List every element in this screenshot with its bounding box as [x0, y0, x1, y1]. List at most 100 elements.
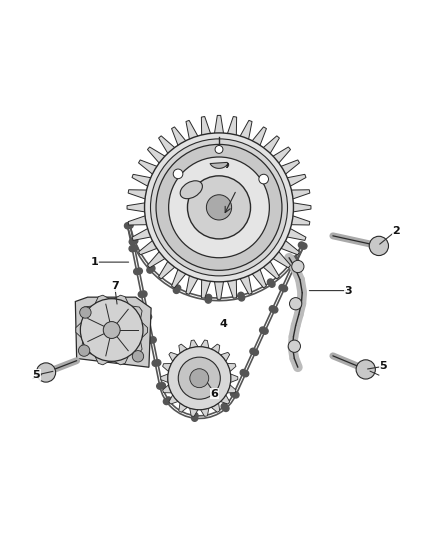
- Circle shape: [187, 176, 251, 239]
- Polygon shape: [142, 322, 148, 337]
- Polygon shape: [220, 352, 230, 361]
- Polygon shape: [81, 306, 92, 318]
- Circle shape: [223, 405, 229, 411]
- Circle shape: [80, 298, 143, 361]
- Polygon shape: [114, 357, 128, 365]
- Polygon shape: [227, 278, 237, 298]
- Polygon shape: [239, 120, 252, 141]
- Circle shape: [136, 268, 142, 274]
- Circle shape: [279, 285, 285, 290]
- Circle shape: [250, 348, 256, 354]
- Circle shape: [252, 349, 258, 356]
- Polygon shape: [291, 203, 311, 212]
- Circle shape: [190, 369, 209, 387]
- Polygon shape: [279, 239, 300, 255]
- Circle shape: [289, 263, 295, 269]
- Circle shape: [157, 383, 163, 389]
- Polygon shape: [132, 306, 142, 318]
- Circle shape: [238, 292, 244, 298]
- Polygon shape: [81, 342, 92, 354]
- Polygon shape: [201, 117, 211, 137]
- Polygon shape: [289, 215, 310, 225]
- Polygon shape: [271, 250, 290, 268]
- Circle shape: [239, 295, 245, 301]
- Circle shape: [132, 351, 144, 362]
- Circle shape: [134, 269, 140, 274]
- Circle shape: [168, 346, 231, 410]
- Circle shape: [155, 360, 161, 366]
- Circle shape: [127, 222, 133, 228]
- Circle shape: [290, 256, 297, 262]
- Polygon shape: [186, 120, 199, 141]
- Text: 1: 1: [90, 257, 98, 267]
- Circle shape: [205, 297, 212, 303]
- Circle shape: [163, 399, 170, 405]
- Polygon shape: [285, 228, 306, 240]
- Polygon shape: [132, 342, 142, 354]
- Circle shape: [138, 292, 145, 297]
- Polygon shape: [201, 340, 209, 348]
- Circle shape: [149, 265, 155, 271]
- Circle shape: [148, 337, 154, 343]
- Polygon shape: [214, 279, 224, 300]
- Text: 7: 7: [111, 281, 119, 291]
- Polygon shape: [190, 408, 198, 416]
- Polygon shape: [227, 117, 237, 137]
- Circle shape: [166, 397, 172, 403]
- Polygon shape: [289, 190, 310, 200]
- Circle shape: [152, 360, 158, 366]
- Circle shape: [36, 363, 56, 382]
- Text: 3: 3: [344, 286, 352, 296]
- Polygon shape: [179, 403, 187, 412]
- Circle shape: [292, 260, 304, 273]
- Polygon shape: [210, 163, 229, 168]
- Polygon shape: [239, 273, 252, 294]
- Circle shape: [206, 195, 232, 220]
- Circle shape: [103, 321, 120, 338]
- Polygon shape: [271, 147, 290, 165]
- Circle shape: [191, 415, 198, 421]
- Polygon shape: [161, 374, 168, 382]
- Circle shape: [269, 281, 275, 287]
- Circle shape: [293, 257, 299, 264]
- Polygon shape: [172, 127, 187, 148]
- Circle shape: [233, 392, 239, 398]
- Polygon shape: [201, 278, 211, 298]
- Polygon shape: [159, 136, 177, 155]
- Circle shape: [260, 327, 266, 333]
- Polygon shape: [220, 395, 230, 404]
- Polygon shape: [261, 260, 279, 279]
- Circle shape: [169, 157, 269, 258]
- Polygon shape: [261, 136, 279, 155]
- Circle shape: [240, 369, 246, 376]
- Circle shape: [356, 360, 375, 379]
- Text: 6: 6: [211, 389, 219, 399]
- Polygon shape: [211, 344, 220, 353]
- Polygon shape: [172, 268, 187, 288]
- Polygon shape: [190, 340, 198, 348]
- Circle shape: [124, 223, 131, 229]
- Circle shape: [156, 144, 282, 270]
- Circle shape: [129, 239, 135, 245]
- Circle shape: [205, 294, 212, 301]
- Polygon shape: [132, 228, 153, 240]
- Circle shape: [78, 345, 90, 356]
- Polygon shape: [230, 374, 238, 382]
- Circle shape: [291, 264, 297, 270]
- Ellipse shape: [180, 181, 202, 199]
- Circle shape: [290, 297, 302, 310]
- Polygon shape: [214, 116, 224, 135]
- Circle shape: [150, 337, 156, 343]
- Circle shape: [174, 285, 180, 291]
- Circle shape: [230, 391, 237, 397]
- Circle shape: [262, 328, 268, 334]
- Circle shape: [272, 307, 278, 313]
- Polygon shape: [227, 364, 236, 372]
- Polygon shape: [75, 297, 151, 367]
- Circle shape: [147, 267, 153, 273]
- Circle shape: [268, 279, 274, 285]
- Polygon shape: [128, 190, 149, 200]
- Text: 4: 4: [219, 319, 227, 329]
- Circle shape: [298, 242, 304, 248]
- Polygon shape: [162, 364, 171, 372]
